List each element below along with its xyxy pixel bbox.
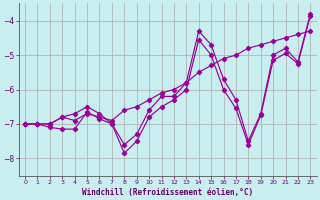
X-axis label: Windchill (Refroidissement éolien,°C): Windchill (Refroidissement éolien,°C)	[82, 188, 253, 197]
